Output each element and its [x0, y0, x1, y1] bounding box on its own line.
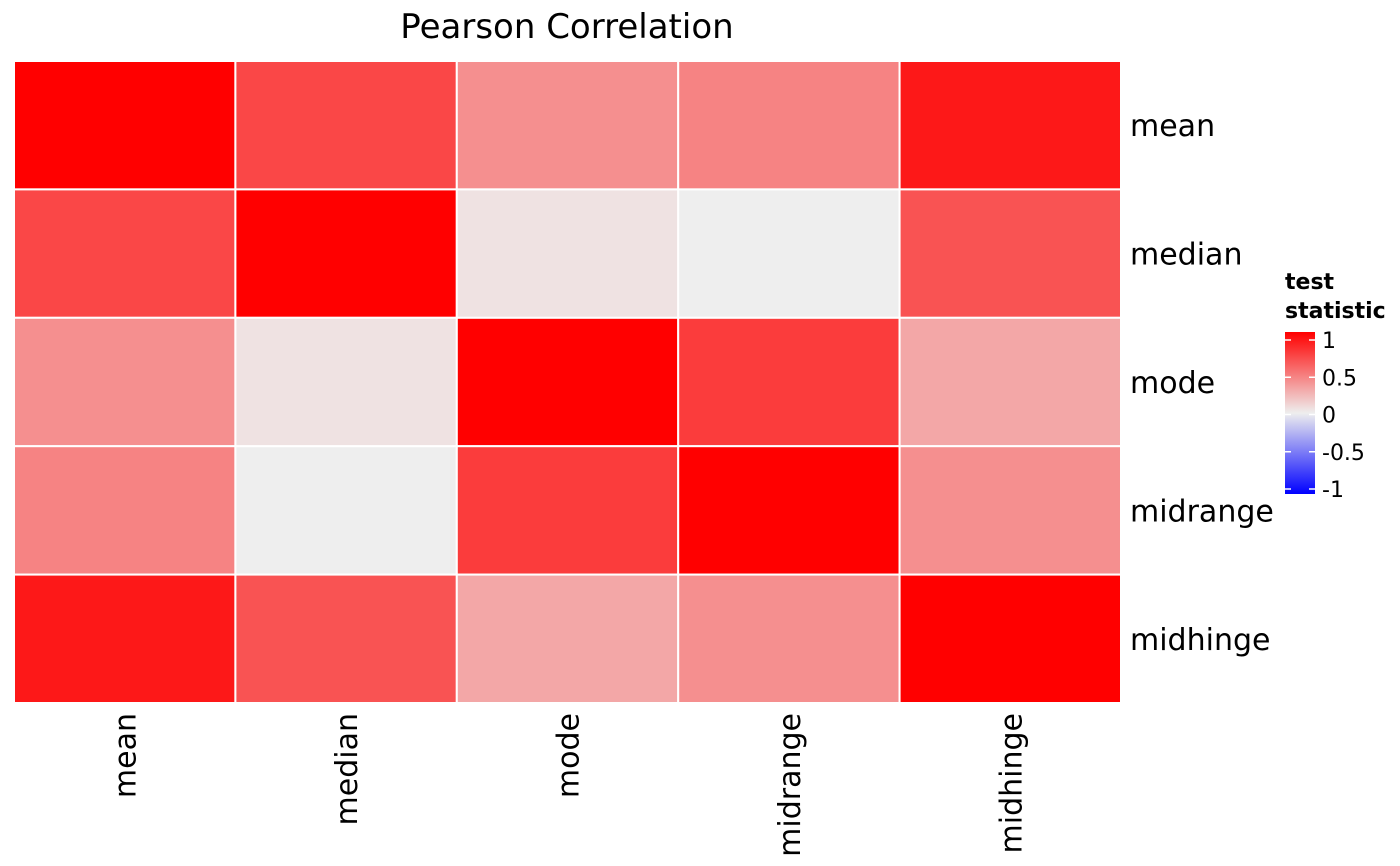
column-labels: mean median mode midrange midhinge [109, 713, 1030, 857]
heatmap-cell-mean-midhinge [898, 60, 1122, 191]
legend-tick-label: 1 [1322, 329, 1336, 354]
heatmap-cell-midhinge-midrange [677, 573, 901, 704]
heatmap-cell-midrange-median [234, 445, 458, 576]
heatmap-cell-midrange-midhinge [898, 445, 1122, 576]
column-label-midhinge: midhinge [994, 713, 1029, 853]
heatmap-cell-mode-median [234, 316, 458, 448]
heatmap-cell-midrange-mode [455, 445, 680, 576]
legend-tick-label: 0.5 [1322, 366, 1357, 391]
legend-tick-label: -0.5 [1322, 441, 1365, 466]
heatmap-cell-mean-midrange [677, 60, 901, 191]
legend-tick-label: 0 [1322, 404, 1336, 429]
heatmap-cell-median-median [234, 188, 458, 319]
heatmap-cell-median-mode [455, 188, 680, 319]
heatmap-cell-midrange-mean [13, 445, 237, 576]
legend-color-bar [1285, 332, 1315, 494]
legend-tick-label: -1 [1322, 478, 1344, 503]
row-label-median: median [1130, 238, 1242, 273]
heatmap-cell-midhinge-mode [455, 573, 680, 704]
row-label-midhinge: midhinge [1130, 623, 1270, 658]
heatmap-cell-median-mean [13, 188, 237, 319]
legend-title-line-2: statistic [1285, 299, 1386, 324]
heatmap-cell-mean-mean [13, 60, 237, 191]
row-label-mode: mode [1130, 366, 1215, 401]
legend: test statistic 1 0.5 0 -0.5 -1 [1285, 270, 1386, 503]
column-label-midrange: midrange [773, 713, 808, 857]
heatmap-cell-mean-mode [455, 60, 680, 191]
heatmap-cell-median-midrange [677, 188, 901, 319]
heatmap-cell-mode-mean [13, 316, 237, 448]
row-labels: mean median mode midrange midhinge [1130, 109, 1274, 658]
column-label-mean: mean [109, 713, 144, 798]
column-label-median: median [330, 713, 365, 825]
heatmap-cell-midhinge-median [234, 573, 458, 704]
heatmap-cell-mode-mode [455, 316, 680, 448]
legend-title-line-1: test [1285, 270, 1335, 295]
heatmap-cell-midhinge-mean [13, 573, 237, 704]
heatmap-cell-midrange-midrange [677, 445, 901, 576]
chart-title: Pearson Correlation [400, 7, 733, 47]
heatmap-cell-mode-midhinge [898, 316, 1122, 448]
heatmap-cell-mode-midrange [677, 316, 901, 448]
legend-ticks: 1 0.5 0 -0.5 -1 [1285, 329, 1365, 503]
heatmap-cells [13, 60, 1122, 704]
heatmap-cell-mean-median [234, 60, 458, 191]
heatmap-cell-midhinge-midhinge [898, 573, 1122, 704]
column-label-mode: mode [552, 713, 587, 798]
row-label-mean: mean [1130, 109, 1215, 144]
row-label-midrange: midrange [1130, 494, 1274, 529]
heatmap-cell-median-midhinge [898, 188, 1122, 319]
